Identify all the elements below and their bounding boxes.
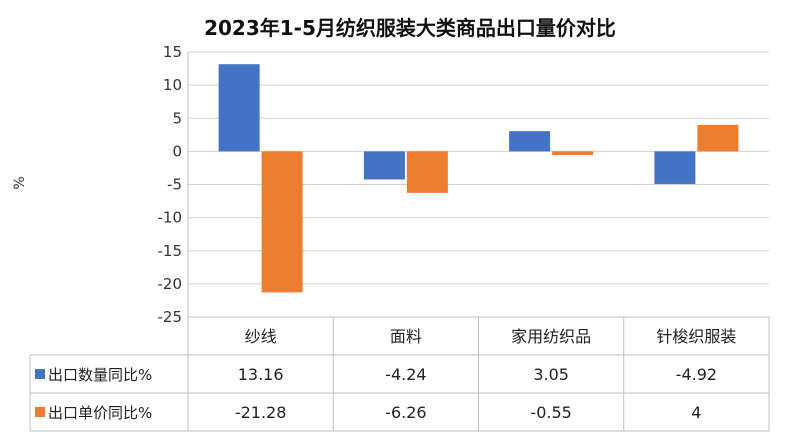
bar-unit-price <box>261 151 303 293</box>
data-label: -21.28 <box>235 403 287 422</box>
data-label: -4.24 <box>385 365 426 384</box>
legend-label: 出口数量同比% <box>48 366 152 384</box>
bar-unit-price <box>697 124 739 152</box>
category-label: 纱线 <box>245 327 277 346</box>
y-tick-label: -15 <box>158 242 183 260</box>
chart-title: 2023年1-5月纺织服装大类商品出口量价对比 <box>204 16 616 40</box>
data-label: 13.16 <box>238 365 284 384</box>
y-axis-label: % <box>12 176 28 189</box>
legend-swatch <box>35 407 45 417</box>
y-tick-label: 15 <box>163 43 182 61</box>
bar-unit-price <box>552 151 594 156</box>
bar-quantity <box>509 131 551 152</box>
y-tick-label: -25 <box>158 308 183 326</box>
category-label: 家用纺织品 <box>511 327 591 346</box>
bar-quantity <box>654 151 696 184</box>
y-tick-labels: 15 10 5 0 -5 -10 -15 -20 -25 <box>158 43 183 326</box>
legend-label: 出口单价同比% <box>48 404 152 422</box>
y-tick-label: -20 <box>158 275 183 293</box>
category-label: 针梭织服装 <box>656 327 736 346</box>
data-label: 3.05 <box>533 365 569 384</box>
data-label: 4 <box>691 403 701 422</box>
bar-quantity <box>218 64 260 152</box>
data-label: -0.55 <box>530 403 571 422</box>
legend-swatch <box>35 369 45 379</box>
y-tick-label: 10 <box>163 76 182 94</box>
bar-unit-price <box>406 151 448 193</box>
bars <box>218 64 739 293</box>
bar-quantity <box>363 151 405 180</box>
data-label: -4.92 <box>676 365 717 384</box>
data-label: -6.26 <box>385 403 426 422</box>
y-tick-label: -10 <box>158 209 183 227</box>
category-label: 面料 <box>390 327 422 346</box>
y-tick-label: -5 <box>167 176 182 194</box>
y-tick-label: 5 <box>172 109 182 127</box>
y-tick-label: 0 <box>172 142 182 160</box>
